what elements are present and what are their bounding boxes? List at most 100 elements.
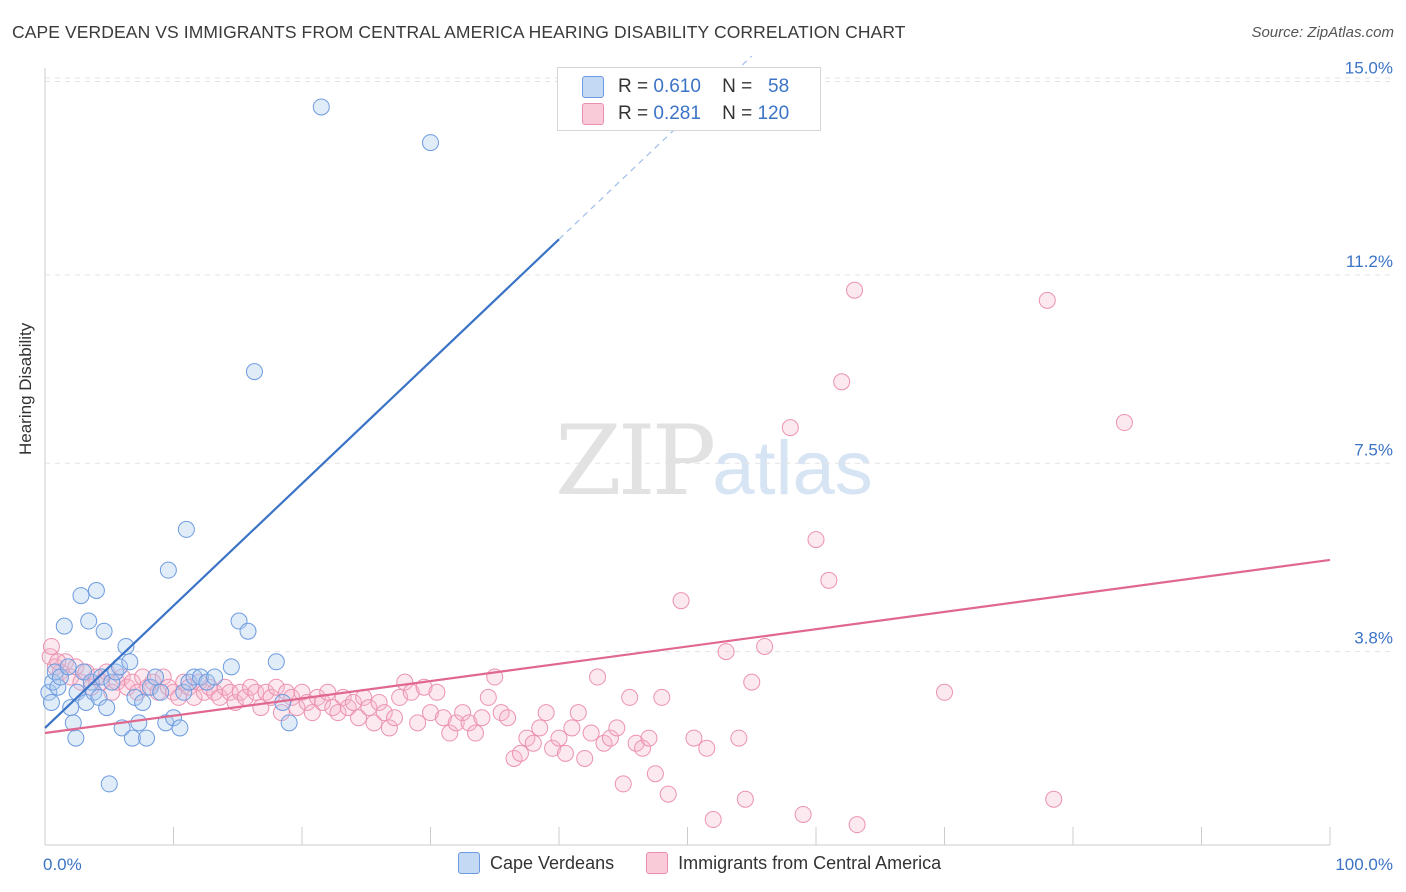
legend-r-value: 0.610 bbox=[653, 76, 701, 97]
central-america-point bbox=[293, 683, 311, 701]
central-america-point bbox=[216, 678, 234, 696]
cape-verdean-point bbox=[95, 622, 113, 640]
central-america-point bbox=[454, 704, 472, 722]
legend-r-label: R = bbox=[618, 103, 649, 124]
central-america-point bbox=[563, 719, 581, 737]
cape-verdean-point bbox=[87, 582, 105, 599]
blue-swatch bbox=[458, 852, 480, 874]
pink-swatch bbox=[582, 103, 604, 125]
central-america-point bbox=[319, 683, 337, 701]
cape-verdean-point bbox=[222, 658, 240, 676]
central-america-point bbox=[303, 704, 321, 722]
central-america-point bbox=[582, 724, 600, 742]
central-america-point bbox=[685, 729, 703, 747]
central-america-point bbox=[820, 571, 838, 589]
central-america-point bbox=[344, 693, 362, 711]
blue-swatch bbox=[582, 76, 604, 98]
cape-verdean-point bbox=[42, 693, 60, 711]
x-tick-label: 100.0% bbox=[1335, 855, 1393, 874]
central-america-point bbox=[634, 739, 652, 757]
cape-verdean-point bbox=[141, 678, 159, 696]
central-america-point bbox=[329, 704, 347, 722]
cape-verdean-point bbox=[147, 668, 165, 686]
cape-verdean-point bbox=[103, 673, 121, 691]
central-america-point bbox=[165, 683, 182, 701]
watermark: ZIPatlas bbox=[555, 405, 873, 517]
legend-row-blue: R = 0.610 N = 58 bbox=[582, 76, 789, 98]
legend-n-label: N = bbox=[722, 103, 753, 124]
central-america-point bbox=[339, 699, 357, 717]
cape-verdean-point bbox=[121, 653, 139, 671]
central-america-point bbox=[242, 678, 260, 696]
cape-verdean-point bbox=[177, 520, 195, 538]
legend-row-pink: R = 0.281 N = 120 bbox=[582, 103, 789, 125]
central-america-point bbox=[544, 739, 562, 757]
cape-verdean-point bbox=[49, 678, 67, 696]
central-america-point bbox=[1045, 790, 1063, 808]
central-america-point bbox=[422, 704, 439, 722]
cape-verdean-point bbox=[85, 683, 103, 701]
central-america-point bbox=[640, 729, 658, 747]
central-america-point bbox=[434, 709, 452, 727]
central-america-point bbox=[621, 688, 639, 706]
central-america-point bbox=[103, 683, 121, 701]
cape-verdean-point bbox=[175, 683, 193, 701]
central-america-point bbox=[717, 643, 735, 661]
central-america-point bbox=[848, 816, 866, 834]
central-america-point bbox=[781, 419, 799, 437]
central-america-point bbox=[1038, 291, 1056, 309]
cape-verdean-point bbox=[280, 714, 298, 732]
cape-verdean-point bbox=[171, 719, 189, 737]
central-america-point bbox=[314, 693, 332, 711]
cape-verdean-point bbox=[239, 622, 257, 640]
x-tick-label: 0.0% bbox=[43, 855, 82, 874]
watermark-zip: ZIP bbox=[555, 405, 716, 517]
central-america-point bbox=[170, 688, 188, 706]
central-america-point bbox=[807, 531, 825, 549]
central-america-point bbox=[380, 719, 398, 737]
central-america-point bbox=[736, 790, 754, 808]
cape-verdean-point bbox=[134, 693, 152, 711]
y-tick-label: 3.8% bbox=[1354, 629, 1393, 648]
central-america-point bbox=[531, 719, 549, 737]
legend-n-value: 58 bbox=[768, 76, 790, 97]
y-tick-label: 11.2% bbox=[1346, 252, 1393, 271]
central-america-point bbox=[499, 709, 517, 727]
central-america-point bbox=[350, 709, 368, 727]
source-label: Source: ZipAtlas.com bbox=[1251, 24, 1394, 41]
central-america-trendline bbox=[44, 558, 1331, 735]
central-america-point bbox=[175, 673, 193, 691]
central-america-point bbox=[569, 704, 587, 722]
central-america-point bbox=[659, 785, 677, 803]
central-america-point bbox=[672, 592, 690, 610]
central-america-point bbox=[589, 668, 607, 686]
central-america-point bbox=[833, 373, 851, 391]
cape-verdean-point bbox=[159, 561, 177, 579]
legend-r-value: 0.281 bbox=[653, 103, 701, 124]
central-america-point bbox=[185, 688, 203, 706]
central-america-point bbox=[1115, 414, 1133, 432]
cape-verdean-point bbox=[267, 653, 285, 671]
central-america-point bbox=[370, 693, 388, 711]
cape-verdean-point bbox=[312, 98, 330, 116]
central-america-point bbox=[360, 699, 378, 717]
cape-verdean-point bbox=[72, 587, 90, 605]
central-america-point bbox=[524, 734, 542, 752]
central-america-point bbox=[794, 805, 812, 823]
central-america-point bbox=[375, 704, 393, 722]
central-america-point bbox=[324, 699, 342, 717]
central-america-point bbox=[653, 688, 671, 706]
central-america-point bbox=[466, 724, 484, 742]
legend-item-central-america: Immigrants from Central America bbox=[646, 852, 941, 874]
central-america-point bbox=[556, 744, 574, 762]
cape-verdean-point bbox=[55, 617, 73, 635]
cape-verdean-point bbox=[111, 658, 129, 676]
legend-n-value: 120 bbox=[757, 103, 790, 124]
central-america-point bbox=[511, 744, 529, 762]
cape-verdean-point bbox=[59, 658, 77, 676]
central-america-point bbox=[601, 729, 619, 747]
central-america-point bbox=[479, 688, 497, 706]
cape-verdean-point bbox=[67, 729, 85, 747]
central-america-point bbox=[428, 683, 446, 701]
